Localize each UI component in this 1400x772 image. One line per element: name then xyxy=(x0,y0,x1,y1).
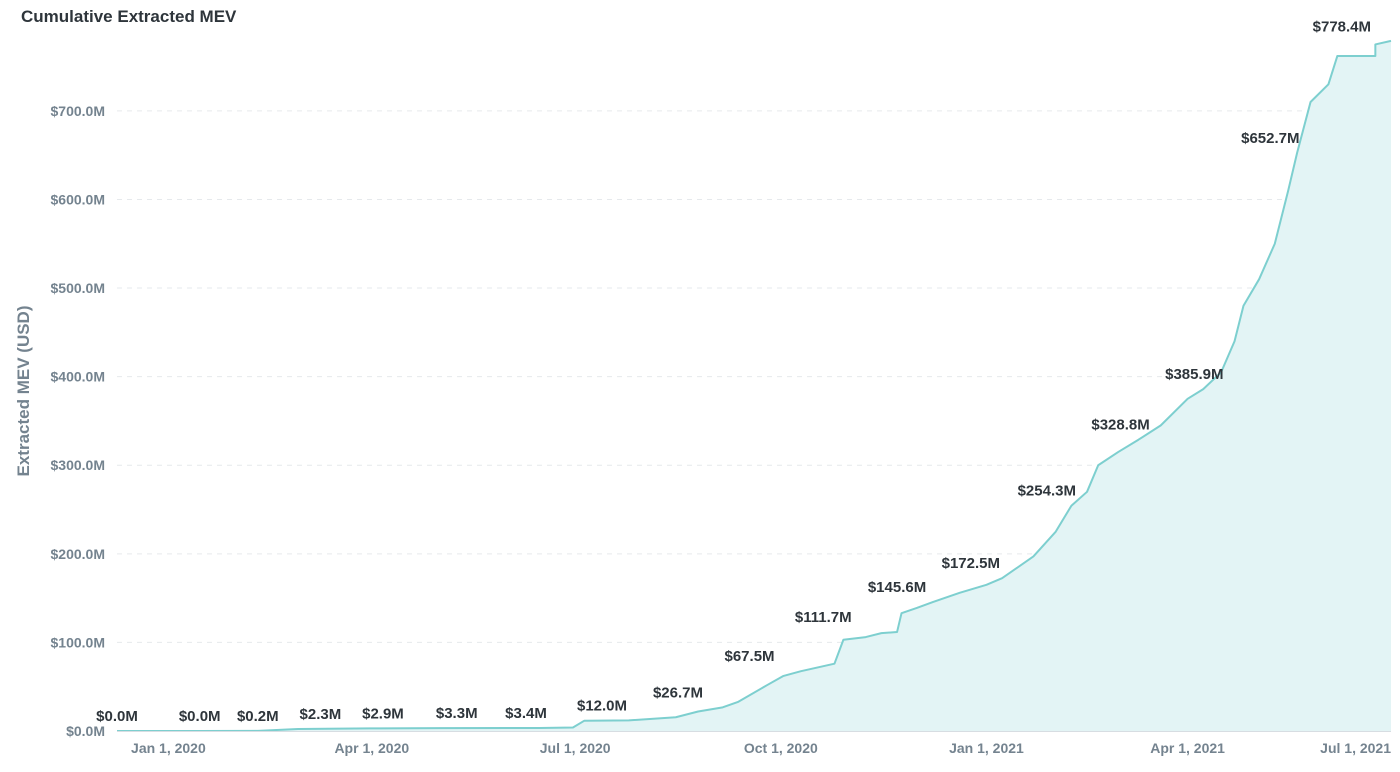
data-label: $328.8M xyxy=(1091,417,1149,434)
data-labels: $0.0M $0.0M $0.2M $2.3M $2.9M $3.3M $3.4M $12.0… xyxy=(96,18,1371,725)
x-tick-label: Oct 1, 2020 xyxy=(744,740,818,756)
data-label: $111.7M xyxy=(795,609,852,626)
x-tick-label: Apr 1, 2020 xyxy=(334,740,409,756)
y-tick-label: $700.0M xyxy=(51,103,105,119)
y-axis: $0.0M $100.0M $200.0M $300.0M $400.0M $500.0M… xyxy=(51,103,105,739)
area-series xyxy=(117,39,1392,732)
x-tick-label: Jan 1, 2021 xyxy=(949,740,1024,756)
y-tick-label: $300.0M xyxy=(51,457,105,473)
data-label: $2.3M xyxy=(300,706,342,723)
data-label: $0.2M xyxy=(237,708,279,725)
y-tick-label: $500.0M xyxy=(51,280,105,296)
x-tick-label: Jul 1, 2021 xyxy=(1320,740,1391,756)
y-tick-label: $0.0M xyxy=(66,723,105,739)
data-label: $3.3M xyxy=(436,705,478,722)
x-axis: Jan 1, 2020 Apr 1, 2020 Jul 1, 2020 Oct 1, … xyxy=(117,731,1391,756)
data-label: $652.7M xyxy=(1241,130,1299,147)
data-label: $254.3M xyxy=(1018,483,1076,500)
data-label: $3.4M xyxy=(505,705,547,722)
series-area-fill xyxy=(117,40,1391,731)
data-label: $0.0M xyxy=(96,708,138,725)
data-label: $385.9M xyxy=(1165,366,1223,383)
chart-title: Cumulative Extracted MEV xyxy=(21,7,237,26)
y-axis-label: Extracted MEV (USD) xyxy=(14,306,33,477)
x-tick-label: Jul 1, 2020 xyxy=(540,740,611,756)
y-tick-label: $100.0M xyxy=(51,634,105,650)
data-label: $2.9M xyxy=(362,705,404,722)
x-tick-label: Apr 1, 2021 xyxy=(1150,740,1225,756)
data-label: $67.5M xyxy=(725,648,775,665)
data-label: $172.5M xyxy=(942,555,1000,572)
data-label: $0.0M xyxy=(179,708,221,725)
data-label: $778.4M xyxy=(1313,18,1371,35)
y-tick-label: $400.0M xyxy=(51,369,105,385)
data-label: $26.7M xyxy=(653,684,703,701)
data-label: $12.0M xyxy=(577,697,627,714)
data-label: $145.6M xyxy=(868,579,926,596)
x-tick-label: Jan 1, 2020 xyxy=(131,740,206,756)
y-tick-label: $200.0M xyxy=(51,546,105,562)
series-line xyxy=(117,39,1392,732)
y-tick-label: $600.0M xyxy=(51,191,105,207)
